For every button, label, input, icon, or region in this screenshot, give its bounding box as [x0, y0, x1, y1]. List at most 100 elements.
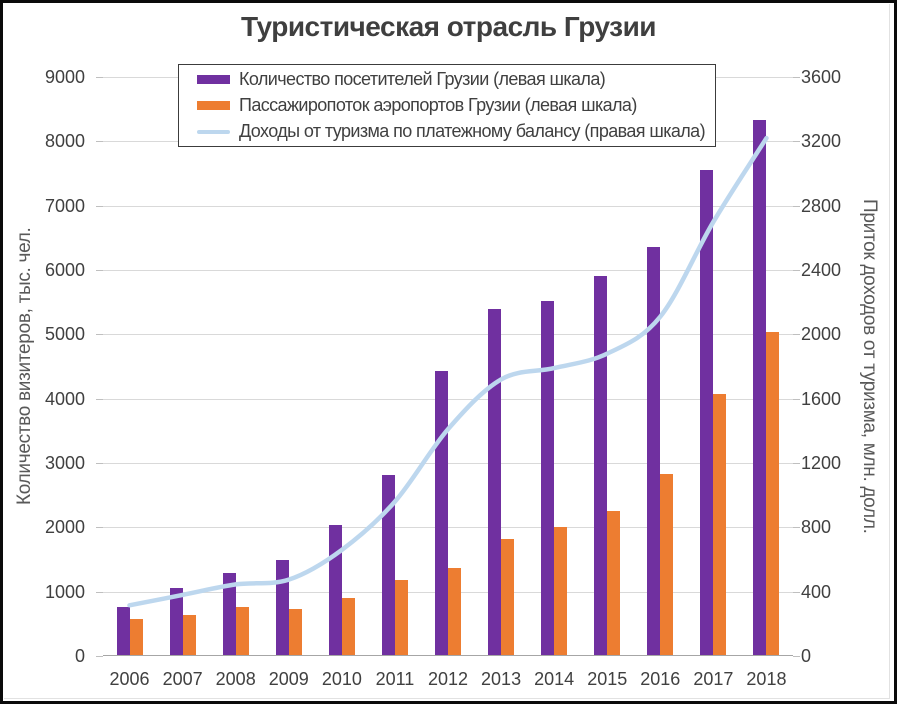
right-axis-tick-label: 2400 [801, 260, 842, 280]
airport-pax-bar-2018 [766, 332, 780, 656]
bar-group-2007 [156, 77, 209, 656]
tourism-income-line [127, 135, 769, 608]
visitors-bar-2018 [753, 120, 767, 656]
right-axis-tick [793, 77, 800, 78]
left-axis-tick-label: 7000 [44, 195, 85, 216]
right-axis-tick-label: 1200 [801, 453, 842, 473]
plot-area [103, 77, 793, 656]
right-axis-tick [793, 656, 800, 657]
legend-label-airport-pax: Пассажиропоток аэропортов Грузии (левая … [239, 95, 637, 115]
gridline-2000 [103, 527, 793, 529]
x-axis-label-2008: 2008 [215, 669, 256, 689]
right-axis-tick-label: 3200 [801, 131, 842, 152]
right-axis-tick-label: 2000 [801, 324, 842, 345]
legend-swatch-visitors-bar [197, 75, 230, 84]
visitors-bar-2017 [700, 169, 714, 656]
legend-box: Количество посетителей Грузии (левая шка… [178, 64, 716, 147]
airport-pax-bar-2012 [447, 567, 461, 656]
left-axis-title: Количество визитеров, тыс. чел. [14, 227, 35, 506]
legend-label-tourism-income: Доходы от туризма по платежному балансу … [239, 121, 706, 141]
airport-pax-bar-2008 [235, 606, 249, 656]
gridline-3000 [103, 463, 793, 464]
left-axis-tick [96, 656, 103, 657]
x-axis-line [103, 655, 793, 656]
left-axis-tick-label: 5000 [44, 324, 85, 345]
legend-item-airport-pax: Пассажиропоток аэропортов Грузии (левая … [197, 93, 715, 119]
airport-pax-bar-2007 [182, 614, 196, 656]
bar-group-2016 [634, 77, 687, 656]
x-axis-label-2007: 2007 [162, 669, 203, 689]
left-axis-tick [96, 463, 103, 464]
x-axis-label-2010: 2010 [321, 669, 362, 689]
left-axis-tick-label: 8000 [44, 131, 85, 152]
chart-title: Туристическая отрасль Грузии [240, 11, 657, 42]
bar-group-2014 [528, 77, 581, 656]
gridline-6000 [103, 270, 793, 271]
airport-pax-bar-2011 [394, 579, 408, 656]
legend-swatch-tourism-income-line [197, 129, 230, 134]
x-axis-label-2011: 2011 [375, 669, 415, 689]
left-axis-tick-label: 1000 [44, 581, 85, 602]
visitors-bar-2008 [222, 573, 236, 656]
right-axis-tick [793, 205, 800, 207]
gridline-4000 [103, 398, 793, 400]
visitors-bar-2007 [169, 588, 183, 656]
right-axis-tick [793, 463, 800, 464]
x-axis-label-2018: 2018 [746, 669, 787, 689]
visitors-bar-2016 [647, 246, 661, 656]
left-axis-tick [96, 205, 103, 207]
visitors-bar-2013 [488, 309, 502, 656]
left-axis-tick [96, 398, 103, 400]
bar-group-2006 [103, 77, 156, 656]
left-axis-tick [96, 527, 103, 529]
bar-group-2017 [687, 77, 740, 656]
right-axis-tick [793, 398, 800, 400]
x-axis-label-2006: 2006 [109, 669, 150, 689]
left-axis-tick-label: 0 [74, 646, 85, 666]
legend-item-visitors: Количество посетителей Грузии (левая шка… [197, 67, 715, 93]
right-axis-tick [793, 334, 800, 336]
visitors-bar-2011 [381, 474, 395, 656]
gridline-5000 [103, 334, 793, 336]
x-axis-label-2017: 2017 [693, 669, 734, 689]
right-axis-title: Приток доходов от туризма, млн. долл. [859, 199, 880, 534]
airport-pax-bar-2014 [554, 527, 568, 656]
left-axis-tick [96, 77, 103, 78]
bar-group-2013 [475, 77, 528, 656]
right-axis-tick-label: 1600 [801, 388, 842, 409]
airport-pax-bar-2016 [660, 473, 674, 656]
x-axis-label-2016: 2016 [640, 669, 681, 689]
bar-group-2011 [368, 77, 421, 656]
airport-pax-bar-2017 [713, 394, 727, 656]
right-axis-tick-label: 2800 [801, 195, 842, 216]
right-axis-tick-label: 800 [801, 517, 832, 538]
visitors-bar-2014 [541, 300, 555, 656]
visitors-bar-2006 [116, 607, 130, 656]
left-axis-tick-label: 9000 [44, 67, 85, 87]
bar-group-2008 [209, 77, 262, 656]
legend-item-tourism-income: Доходы от туризма по платежному балансу … [197, 119, 715, 145]
left-axis-tick-label: 3000 [44, 453, 85, 473]
left-axis-tick [96, 270, 103, 271]
left-axis-tick-label: 4000 [44, 388, 85, 409]
right-axis-tick-label: 400 [801, 581, 832, 602]
x-axis-label-2014: 2014 [534, 669, 575, 689]
gridline-7000 [103, 205, 793, 207]
airport-pax-bar-2010 [341, 598, 355, 656]
x-axis-label-2015: 2015 [587, 669, 628, 689]
left-axis-tick [96, 141, 103, 143]
left-axis-tick [96, 591, 103, 593]
bar-group-2015 [581, 77, 634, 656]
left-axis-tick-label: 2000 [44, 517, 85, 538]
right-axis-tick-label: 3600 [801, 67, 842, 87]
legend-label-visitors: Количество посетителей Грузии (левая шка… [239, 69, 606, 89]
x-axis-label-2009: 2009 [268, 669, 309, 689]
visitors-bar-2015 [594, 276, 608, 656]
tourism-income-line-layer [127, 135, 769, 608]
airport-pax-bar-2013 [501, 539, 515, 656]
right-axis-tick-label: 0 [801, 646, 812, 666]
right-axis-tick [793, 591, 800, 593]
right-axis-tick [793, 270, 800, 271]
legend-swatch-airport-pax-bar [197, 101, 230, 110]
